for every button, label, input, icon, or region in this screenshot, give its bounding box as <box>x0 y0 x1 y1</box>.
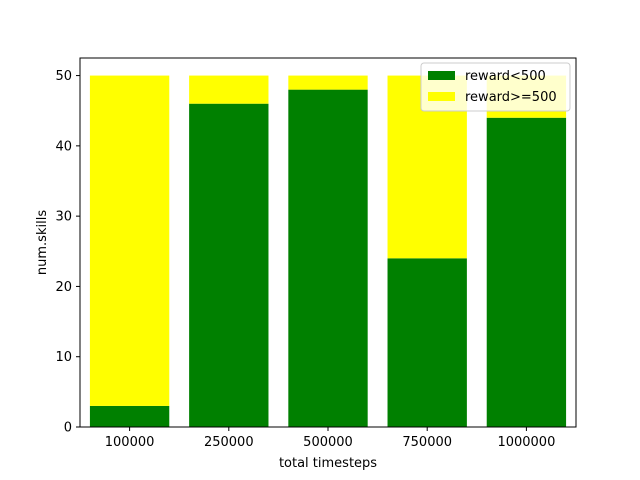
legend-swatch <box>428 71 455 80</box>
x-tick-label: 1000000 <box>497 435 555 450</box>
x-tick-label: 750000 <box>402 435 452 450</box>
bar-reward-500-100000 <box>89 405 170 427</box>
y-tick-label: 40 <box>55 139 72 154</box>
legend-box <box>420 62 571 112</box>
legend-label: reward<500 <box>465 69 546 84</box>
bar-reward-500-100000 <box>89 75 170 406</box>
legend: reward<500 reward>=500 <box>420 62 571 112</box>
legend-swatch <box>428 92 455 101</box>
bar-reward-500-250000 <box>189 103 269 427</box>
y-tick-label: 10 <box>55 350 72 365</box>
bar-reward-500-250000 <box>189 75 269 104</box>
y-tick-label: 0 <box>64 421 72 436</box>
x-tick-label: 500000 <box>303 435 353 450</box>
bars-layer <box>89 75 567 428</box>
ticks-layer: 0 10 20 30 40 50 100000 250000 500000 750000 10000… <box>55 69 555 450</box>
y-tick-label: 50 <box>55 69 72 84</box>
y-tick-label: 20 <box>55 280 72 295</box>
x-tick-label: 100000 <box>105 435 155 450</box>
y-axis-label: num.skills <box>35 210 50 275</box>
x-axis-label: total timesteps <box>279 456 377 471</box>
x-tick-label: 250000 <box>204 435 254 450</box>
bar-reward-500-500000 <box>288 89 368 427</box>
bar-reward-500-500000 <box>288 75 368 90</box>
legend-label: reward>=500 <box>465 90 557 105</box>
bar-reward-500-1000000 <box>486 117 567 428</box>
y-tick-label: 30 <box>55 210 72 225</box>
bar-reward-500-750000 <box>387 258 467 427</box>
